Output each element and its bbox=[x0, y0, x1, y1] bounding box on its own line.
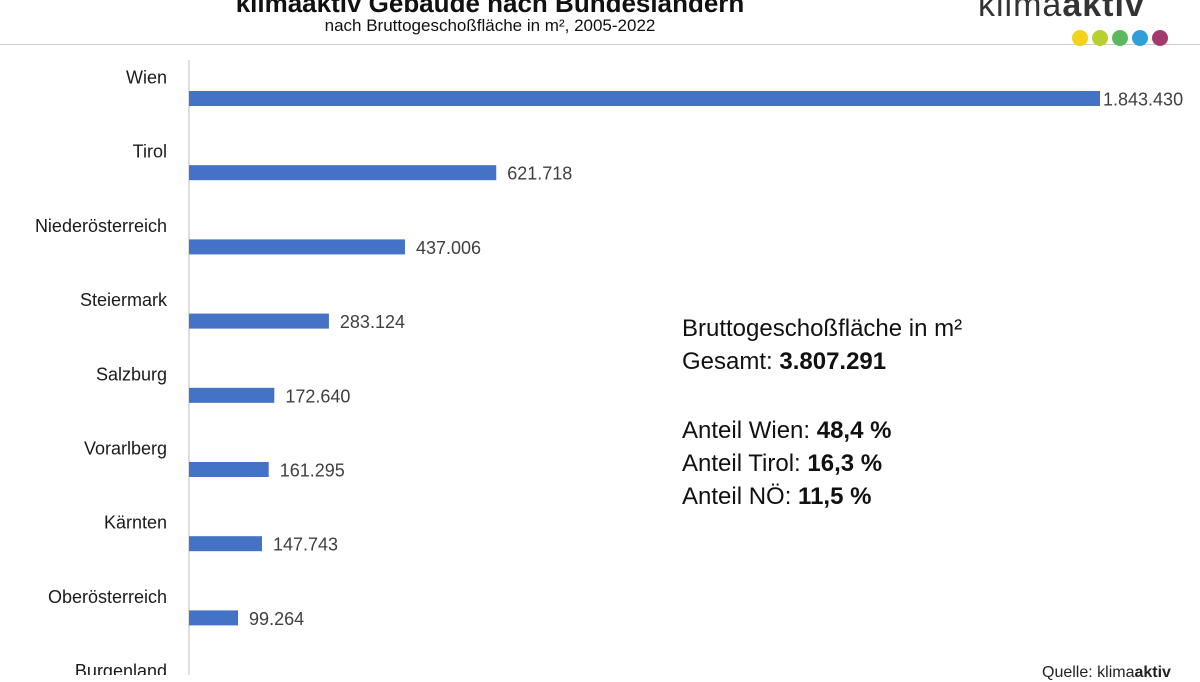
category-label: Kärnten bbox=[104, 513, 167, 533]
summary-share-noe: Anteil NÖ: 11,5 % bbox=[682, 480, 962, 513]
share-noe-value: 11,5 % bbox=[798, 483, 872, 510]
summary-area-label: Bruttogeschoßfläche in m² bbox=[682, 315, 963, 342]
bar bbox=[189, 313, 329, 329]
value-label: 437.006 bbox=[416, 238, 481, 258]
summary-total-label: Gesamt: bbox=[682, 348, 780, 375]
bar bbox=[189, 165, 497, 181]
summary-share-tirol: Anteil Tirol: 16,3 % bbox=[682, 447, 962, 480]
summary-total-value: 3.807.291 bbox=[779, 348, 887, 375]
logo-wordmark: klimaaktiv bbox=[978, 0, 1145, 25]
logo-dot-blue bbox=[1132, 30, 1148, 46]
top-divider bbox=[0, 44, 1200, 45]
bar bbox=[189, 610, 239, 626]
value-label: 621.718 bbox=[507, 164, 572, 184]
value-label: 1.843.430 bbox=[1103, 90, 1183, 110]
category-label: Oberösterreich bbox=[48, 587, 167, 607]
logo-text-light: klima bbox=[978, 0, 1063, 24]
share-tirol-value: 16,3 % bbox=[807, 450, 883, 477]
value-label: 161.295 bbox=[280, 461, 345, 481]
bar bbox=[189, 387, 275, 403]
bar bbox=[189, 462, 269, 477]
source-bold: aktiv bbox=[1134, 664, 1171, 681]
logo-dot-lime bbox=[1092, 30, 1108, 46]
bar bbox=[189, 91, 1100, 106]
source-prefix: Quelle: klima bbox=[1042, 664, 1135, 681]
logo-dot-purple bbox=[1152, 30, 1168, 46]
share-tirol-label: Anteil Tirol: bbox=[682, 450, 808, 477]
chart-title: klimaaktiv Gebäude nach Bundesländern bbox=[235, 0, 745, 18]
bar bbox=[189, 536, 263, 552]
share-wien-label: Anteil Wien: bbox=[682, 417, 817, 444]
category-label: Salzburg bbox=[96, 364, 167, 384]
summary-total: Gesamt: 3.807.291 bbox=[682, 345, 962, 378]
value-label: 147.743 bbox=[273, 535, 338, 555]
value-label: 172.640 bbox=[285, 386, 350, 406]
value-label: 283.124 bbox=[340, 312, 405, 332]
category-label: Wien bbox=[126, 68, 167, 88]
category-label: Niederösterreich bbox=[35, 216, 167, 236]
logo-dot-green bbox=[1112, 30, 1128, 46]
chart-subtitle: nach Bruttogeschoßfläche in m², 2005-202… bbox=[324, 16, 656, 35]
logo-dots bbox=[1072, 30, 1168, 46]
category-label: Steiermark bbox=[80, 290, 168, 310]
summary-box: Bruttogeschoßfläche in m² Gesamt: 3.807.… bbox=[682, 312, 962, 513]
category-label: Burgenland bbox=[75, 661, 167, 675]
logo-dot-yellow bbox=[1072, 30, 1088, 46]
share-noe-label: Anteil NÖ: bbox=[682, 483, 799, 510]
share-wien-value: 48,4 % bbox=[816, 417, 892, 444]
source-note: Quelle: klimaaktiv bbox=[1042, 664, 1171, 682]
value-label: 99.264 bbox=[249, 609, 304, 629]
summary-share-wien: Anteil Wien: 48,4 % bbox=[682, 414, 962, 447]
category-label: Vorarlberg bbox=[84, 439, 167, 459]
category-label: Tirol bbox=[133, 142, 167, 162]
bar bbox=[189, 239, 405, 255]
logo-text-bold: aktiv bbox=[1062, 0, 1145, 24]
klimaaktiv-logo: klimaaktiv bbox=[968, 0, 1168, 56]
